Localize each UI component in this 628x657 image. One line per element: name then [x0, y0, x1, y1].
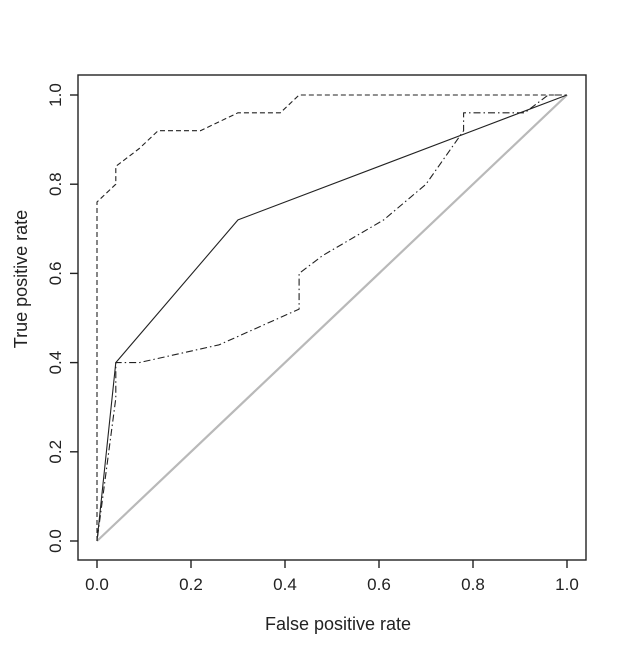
x-tick-label: 0.8 — [461, 575, 485, 594]
roc-curve-solid — [96, 94, 568, 542]
plot-area — [96, 94, 568, 542]
y-tick-label: 0.0 — [46, 529, 65, 553]
x-axis-title: False positive rate — [265, 614, 411, 634]
roc-curve-dashed — [96, 94, 567, 541]
x-tick-label: 1.0 — [555, 575, 579, 594]
axes: 0.0 0.2 0.4 0.6 0.8 1.0 0.0 0.2 0.4 0.6 0.8 1.0 — [46, 74, 587, 594]
x-tick-label: 0.6 — [367, 575, 391, 594]
reference-diagonal-line — [96, 94, 568, 542]
roc-curve-dotdash — [96, 94, 567, 542]
y-tick-label: 1.0 — [46, 83, 65, 107]
y-tick-label: 0.4 — [46, 351, 65, 375]
y-tick-label: 0.8 — [46, 172, 65, 196]
y-axis-title: True positive rate — [11, 210, 31, 348]
plot-frame — [77, 74, 587, 561]
x-tick-label: 0.2 — [179, 575, 203, 594]
x-tick-label: 0.0 — [85, 575, 109, 594]
y-tick-label: 0.6 — [46, 262, 65, 286]
x-tick-label: 0.4 — [273, 575, 297, 594]
y-tick-label: 0.2 — [46, 440, 65, 464]
